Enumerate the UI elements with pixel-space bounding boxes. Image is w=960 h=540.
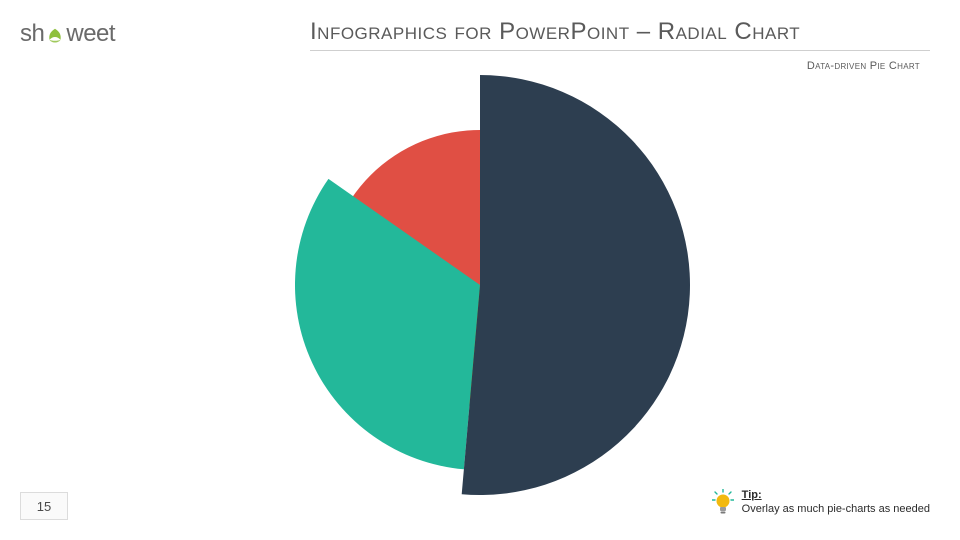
title-bar: Infographics for PowerPoint – Radial Cha… <box>310 18 930 51</box>
page-subtitle: Data-driven Pie Chart <box>807 60 920 72</box>
tip-text: Tip: Overlay as much pie-charts as neede… <box>742 489 930 517</box>
brand-logo: shweet <box>20 20 115 48</box>
slice-navy <box>462 75 690 495</box>
slide: shweet Infographics for PowerPoint – Rad… <box>0 0 960 540</box>
logo-post: weet <box>66 20 115 47</box>
chart-area <box>0 95 960 480</box>
page-title: Infographics for PowerPoint – Radial Cha… <box>310 18 930 46</box>
logo-text: shweet <box>20 20 115 48</box>
page-number: 15 <box>20 492 68 520</box>
chart-svg <box>270 75 690 495</box>
radial-pie-chart <box>270 75 690 500</box>
page-number-value: 15 <box>37 499 51 514</box>
lightbulb-icon <box>712 489 734 522</box>
logo-pre: sh <box>20 20 44 47</box>
tip-label: Tip: <box>742 489 762 501</box>
leaf-icon <box>44 22 66 50</box>
tip-body: Overlay as much pie-charts as needed <box>742 503 930 515</box>
tip-callout: Tip: Overlay as much pie-charts as neede… <box>712 489 930 522</box>
